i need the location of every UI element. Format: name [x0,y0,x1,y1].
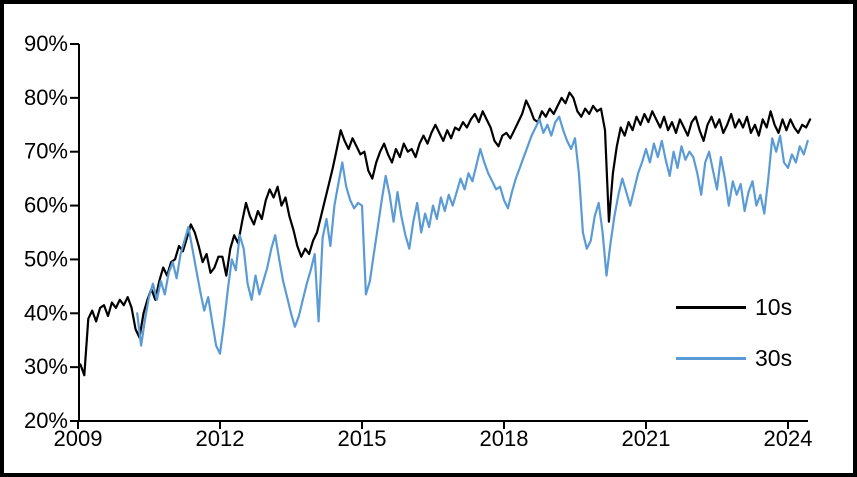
x-tick-label: 2018 [480,426,529,451]
x-tick-label: 2009 [54,426,103,451]
y-tick-label: 50% [24,246,68,271]
y-tick-label: 70% [24,139,68,164]
legend: 10s 30s [676,288,792,390]
y-tick-label: 30% [24,354,68,379]
legend-item-30s: 30s [676,339,792,377]
y-tick-label: 90% [24,31,68,56]
y-tick-label: 20% [24,408,68,433]
x-tick-label: 2024 [764,426,813,451]
series-line-30s [136,115,809,355]
series-line-10s [79,91,812,377]
legend-item-10s: 10s [676,288,792,326]
x-tick-label: 2015 [338,426,387,451]
y-tick-label: 80% [24,85,68,110]
legend-label-30s: 30s [755,344,793,371]
y-tick-label: 40% [24,300,68,325]
y-tick-label: 60% [24,193,68,218]
x-tick-label: 2012 [196,426,245,451]
x-tick-label: 2021 [622,426,671,451]
legend-line-swatch-30s [676,356,746,360]
legend-label-10s: 10s [755,293,793,320]
legend-line-swatch-10s [676,305,746,309]
